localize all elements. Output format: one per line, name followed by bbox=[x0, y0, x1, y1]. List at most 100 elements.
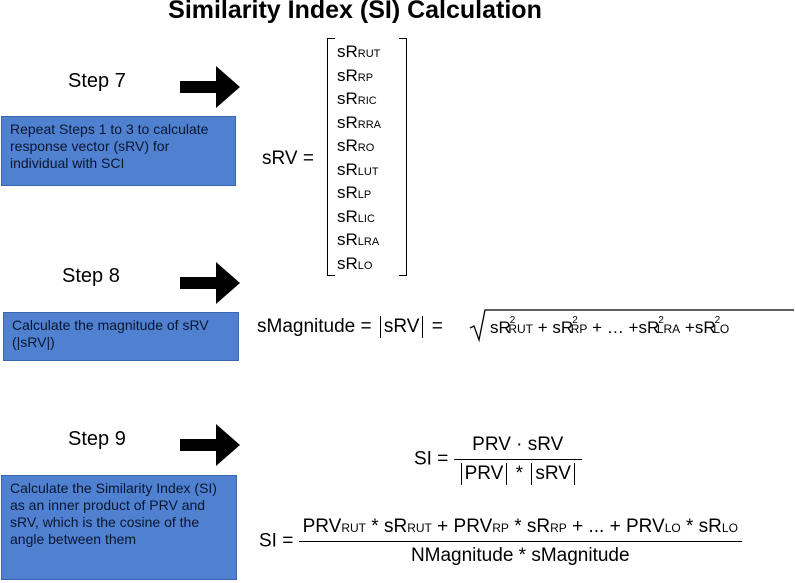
operator: + bbox=[431, 516, 454, 537]
step-7-description-box: Repeat Steps 1 to 3 to calculate respons… bbox=[1, 116, 236, 186]
den-srv: sRV bbox=[535, 463, 571, 485]
component-subscript: RO bbox=[357, 142, 375, 154]
si-denominator: PRV * sRV bbox=[454, 460, 582, 485]
right-arrow-icon bbox=[180, 66, 240, 108]
abs-bar bbox=[460, 463, 462, 485]
right-arrow-icon bbox=[180, 424, 240, 466]
subscript: RP bbox=[550, 521, 567, 535]
abs-bar bbox=[531, 463, 533, 485]
component-base: sR bbox=[337, 65, 358, 85]
term-base: sR bbox=[694, 318, 716, 337]
term-subscript: LO bbox=[713, 322, 730, 336]
si-expanded-fraction: PRVRUT * sRRUT + PRVRP * sRRP + ... + PR… bbox=[298, 516, 742, 567]
component-subscript: LP bbox=[357, 189, 372, 201]
subscript: RUT bbox=[407, 521, 432, 535]
srv-component: sRRO bbox=[337, 134, 381, 158]
term-subscript: RP bbox=[570, 322, 588, 336]
step-8-description-box: Calculate the magnitude of sRV (|sRV|) bbox=[3, 312, 239, 361]
left-bracket bbox=[327, 38, 335, 276]
operator: * bbox=[366, 516, 384, 537]
abs-bar bbox=[506, 463, 508, 485]
magnitude-equation: sMagnitude = sRV = bbox=[257, 316, 443, 338]
term: sR bbox=[383, 516, 408, 537]
subscript: RP bbox=[492, 521, 509, 535]
term: sR bbox=[698, 516, 722, 537]
step-8-label: Step 8 bbox=[62, 265, 120, 287]
component-base: sR bbox=[337, 112, 358, 132]
srv-vector: sRRUT sRRP sRRIC sRRRA sRRO sRLUT sRLP sRLIC sRL… bbox=[337, 40, 381, 275]
exponent: 2 bbox=[572, 315, 578, 326]
component-subscript: LO bbox=[357, 259, 373, 272]
si-expanded-numerator: PRVRUT * sRRUT + PRVRP * sRRP + ... + PR… bbox=[298, 516, 742, 542]
si-formula-vector: SI = PRV · sRV PRV * sRV bbox=[414, 434, 582, 485]
abs-bar bbox=[379, 316, 381, 338]
si-lhs: SI = bbox=[414, 448, 449, 470]
si-numerator: PRV · sRV bbox=[453, 434, 582, 460]
component-base: sR bbox=[337, 230, 358, 249]
term-base: sR bbox=[490, 318, 511, 337]
term: PRV bbox=[453, 516, 493, 537]
term-subscript: RUT bbox=[508, 322, 534, 336]
component-base: sR bbox=[337, 253, 358, 273]
step-7-label: Step 7 bbox=[68, 70, 126, 92]
component-subscript: RP bbox=[357, 71, 374, 84]
component-subscript: RIC bbox=[357, 95, 377, 107]
page-title: Similarity Index (SI) Calculation bbox=[168, 0, 542, 24]
component-subscript: RRA bbox=[357, 118, 382, 131]
subscript: LO bbox=[664, 521, 681, 535]
srv-component: sRRP bbox=[337, 64, 381, 88]
plus-sign: + bbox=[537, 318, 548, 337]
si-expanded-denominator: NMagnitude * sMagnitude bbox=[410, 545, 630, 566]
term: sR bbox=[526, 516, 551, 537]
si-lhs: SI = bbox=[259, 530, 294, 552]
component-subscript: LIC bbox=[357, 212, 375, 225]
operator: * bbox=[508, 516, 527, 537]
term: PRV bbox=[625, 516, 665, 537]
srv-component: sRLO bbox=[337, 252, 381, 276]
exponent: 2 bbox=[509, 315, 516, 326]
plus-sign: + bbox=[684, 318, 695, 337]
srv-component: sRLUT bbox=[337, 158, 381, 182]
abs-bar bbox=[573, 463, 575, 485]
component-base: sR bbox=[337, 183, 358, 202]
si-formula-expanded: SI = PRVRUT * sRRUT + PRVRP * sRRP + ...… bbox=[259, 516, 742, 567]
srv-component: sRRRA bbox=[337, 111, 381, 135]
magnitude-radicand: sR2RUT + sR2RP + … +sR2LRA +sR2LO bbox=[490, 315, 730, 338]
subscript: RUT bbox=[341, 521, 367, 535]
si-fraction: PRV · sRV PRV * sRV bbox=[453, 434, 582, 485]
magnitude-equals: = bbox=[431, 316, 443, 338]
subscript: LO bbox=[721, 521, 738, 535]
step-9-description-box: Calculate the Similarity Index (SI) as a… bbox=[1, 475, 237, 580]
component-base: sR bbox=[337, 136, 358, 155]
component-subscript: LRA bbox=[357, 236, 380, 248]
magnitude-lhs: sMagnitude = bbox=[257, 316, 372, 338]
right-bracket bbox=[399, 38, 407, 276]
ellipsis: + … + bbox=[592, 318, 639, 337]
exponent: 2 bbox=[658, 315, 664, 326]
den-operator: * bbox=[515, 463, 524, 485]
step-9-label: Step 9 bbox=[68, 428, 126, 450]
component-base: sR bbox=[337, 159, 358, 179]
abs-bar bbox=[422, 316, 424, 338]
magnitude-srv: sRV bbox=[383, 316, 420, 338]
component-base: sR bbox=[337, 206, 358, 226]
component-subscript: RUT bbox=[357, 48, 381, 60]
term-subscript: LRA bbox=[656, 322, 681, 336]
term-base: sR bbox=[638, 318, 660, 337]
right-arrow-icon bbox=[180, 262, 240, 304]
term-base: sR bbox=[552, 318, 574, 337]
srv-label: sRV = bbox=[262, 148, 314, 169]
operator: + ... + bbox=[566, 516, 626, 537]
srv-component: sRLIC bbox=[337, 205, 381, 229]
exponent: 2 bbox=[714, 315, 721, 326]
srv-component: sRRIC bbox=[337, 87, 381, 111]
component-subscript: LUT bbox=[357, 165, 379, 178]
square-root-sign bbox=[469, 309, 794, 343]
component-base: sR bbox=[337, 42, 358, 61]
operator: * bbox=[680, 516, 699, 537]
srv-component: sRRUT bbox=[337, 40, 381, 64]
den-prv: PRV bbox=[464, 463, 504, 485]
component-base: sR bbox=[337, 89, 358, 108]
srv-component: sRLRA bbox=[337, 228, 381, 252]
term: PRV bbox=[302, 516, 342, 537]
